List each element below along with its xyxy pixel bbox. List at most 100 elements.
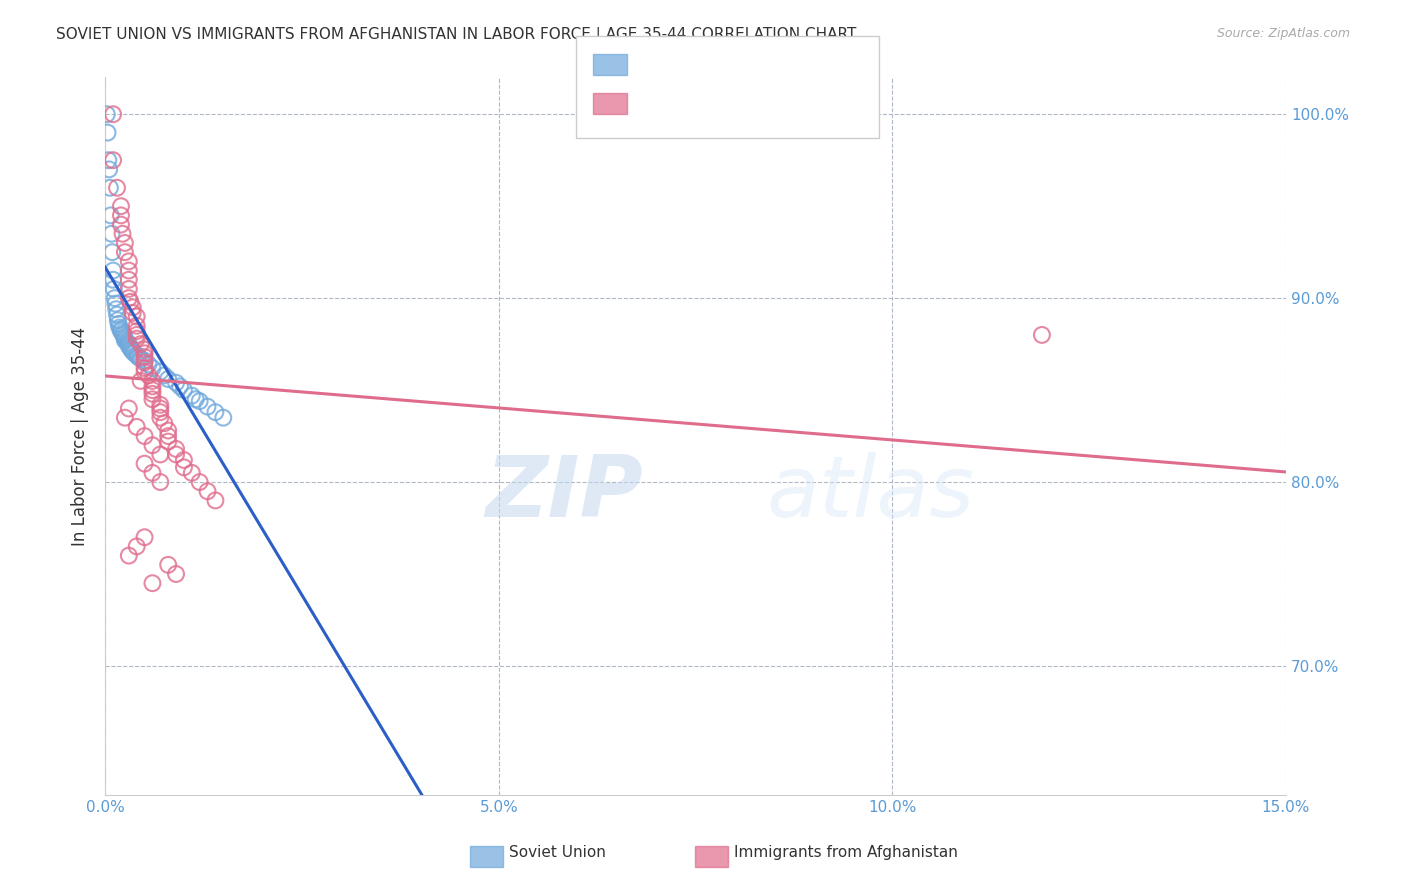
Point bbox=[157, 424, 180, 438]
Text: R =: R = bbox=[633, 96, 661, 112]
Point bbox=[125, 348, 148, 362]
Point bbox=[134, 361, 156, 376]
Point bbox=[120, 343, 142, 357]
Point bbox=[125, 324, 148, 338]
Point bbox=[114, 334, 136, 348]
Point bbox=[118, 254, 141, 268]
Point bbox=[125, 332, 148, 346]
Point bbox=[104, 291, 127, 305]
Text: N =: N = bbox=[745, 96, 775, 112]
Point bbox=[165, 447, 187, 461]
Point bbox=[204, 405, 226, 419]
Point bbox=[173, 453, 195, 467]
Point bbox=[149, 405, 172, 419]
Text: R =: R = bbox=[633, 57, 661, 72]
Point bbox=[101, 245, 124, 260]
Point bbox=[96, 107, 118, 121]
Point bbox=[125, 420, 148, 434]
Point bbox=[121, 344, 143, 359]
Point bbox=[165, 442, 187, 456]
Point bbox=[180, 466, 202, 480]
Point bbox=[100, 227, 122, 241]
Point bbox=[124, 346, 146, 360]
Point bbox=[141, 361, 163, 376]
Text: Soviet Union: Soviet Union bbox=[509, 846, 606, 860]
Point bbox=[101, 107, 124, 121]
Point bbox=[141, 466, 163, 480]
Point bbox=[118, 549, 141, 563]
Point bbox=[165, 567, 187, 582]
Point bbox=[108, 320, 131, 334]
Text: N =: N = bbox=[745, 57, 775, 72]
Point bbox=[138, 357, 160, 371]
Point bbox=[105, 302, 128, 317]
Point bbox=[134, 353, 156, 368]
Point bbox=[134, 429, 156, 443]
Point bbox=[204, 493, 226, 508]
Point bbox=[118, 273, 141, 287]
Point bbox=[101, 273, 124, 287]
Point bbox=[149, 410, 172, 425]
Point bbox=[134, 343, 156, 357]
Point bbox=[101, 153, 124, 168]
Point bbox=[173, 383, 195, 397]
Point bbox=[100, 208, 122, 222]
Point bbox=[149, 447, 172, 461]
Point bbox=[197, 400, 219, 414]
Point bbox=[157, 429, 180, 443]
Point bbox=[125, 310, 148, 324]
Point bbox=[1031, 327, 1053, 342]
Point bbox=[188, 394, 211, 409]
Point bbox=[105, 181, 128, 195]
Text: ZIP: ZIP bbox=[485, 452, 643, 535]
Point bbox=[112, 327, 135, 342]
Point bbox=[184, 392, 207, 407]
Point bbox=[118, 339, 141, 353]
Y-axis label: In Labor Force | Age 35-44: In Labor Force | Age 35-44 bbox=[72, 326, 89, 546]
Point bbox=[141, 383, 163, 397]
Point bbox=[157, 434, 180, 449]
Point bbox=[141, 379, 163, 393]
Point bbox=[110, 324, 132, 338]
Point bbox=[120, 341, 142, 355]
Point bbox=[103, 282, 125, 296]
Point bbox=[125, 327, 148, 342]
Point bbox=[141, 374, 163, 388]
Point bbox=[105, 308, 128, 322]
Point bbox=[110, 208, 132, 222]
Point bbox=[149, 365, 172, 379]
Point bbox=[110, 322, 132, 336]
Point bbox=[141, 576, 163, 591]
Point bbox=[141, 386, 163, 401]
Point bbox=[212, 410, 235, 425]
Point bbox=[114, 245, 136, 260]
Point bbox=[104, 296, 127, 310]
Point bbox=[138, 368, 160, 383]
Point bbox=[118, 337, 141, 351]
Point bbox=[111, 227, 134, 241]
Point bbox=[98, 162, 121, 177]
Point bbox=[121, 306, 143, 320]
Point bbox=[165, 376, 187, 390]
Text: Immigrants from Afghanistan: Immigrants from Afghanistan bbox=[734, 846, 957, 860]
Point bbox=[134, 346, 156, 360]
Point bbox=[188, 475, 211, 489]
Point bbox=[134, 350, 156, 364]
Point bbox=[118, 401, 141, 416]
Point bbox=[153, 416, 176, 430]
Text: 50: 50 bbox=[792, 57, 813, 72]
Point bbox=[97, 153, 120, 168]
Point bbox=[157, 372, 180, 386]
Point bbox=[129, 351, 152, 366]
Point bbox=[118, 291, 141, 305]
Point bbox=[117, 335, 139, 350]
Point bbox=[114, 410, 136, 425]
Point bbox=[134, 457, 156, 471]
Point bbox=[149, 401, 172, 416]
Point bbox=[125, 318, 148, 333]
Text: SOVIET UNION VS IMMIGRANTS FROM AFGHANISTAN IN LABOR FORCE | AGE 35-44 CORRELATI: SOVIET UNION VS IMMIGRANTS FROM AFGHANIS… bbox=[56, 27, 856, 43]
Point bbox=[125, 540, 148, 554]
Point bbox=[129, 337, 152, 351]
Point bbox=[97, 126, 120, 140]
Point bbox=[173, 460, 195, 475]
